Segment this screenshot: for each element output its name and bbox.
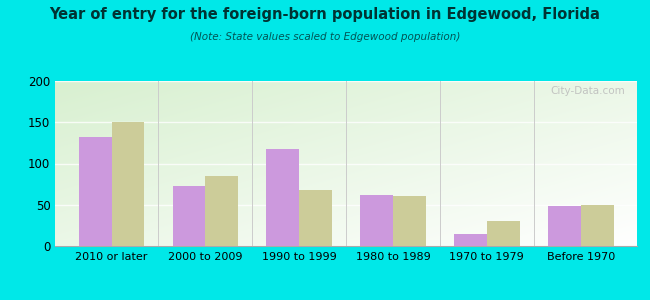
Bar bbox=[205, 176, 238, 246]
Text: Year of entry for the foreign-born population in Edgewood, Florida: Year of entry for the foreign-born popul… bbox=[49, 8, 601, 22]
Bar bbox=[172, 186, 205, 246]
Bar bbox=[548, 206, 580, 246]
Bar bbox=[360, 195, 393, 246]
Bar bbox=[393, 196, 426, 246]
Bar bbox=[454, 234, 487, 246]
Text: City-Data.com: City-Data.com bbox=[551, 86, 625, 96]
Bar bbox=[299, 190, 332, 246]
Bar bbox=[487, 221, 520, 246]
Bar bbox=[580, 205, 614, 246]
Text: (Note: State values scaled to Edgewood population): (Note: State values scaled to Edgewood p… bbox=[190, 32, 460, 41]
Bar bbox=[79, 137, 112, 246]
Bar bbox=[112, 122, 144, 246]
Bar bbox=[266, 149, 299, 246]
